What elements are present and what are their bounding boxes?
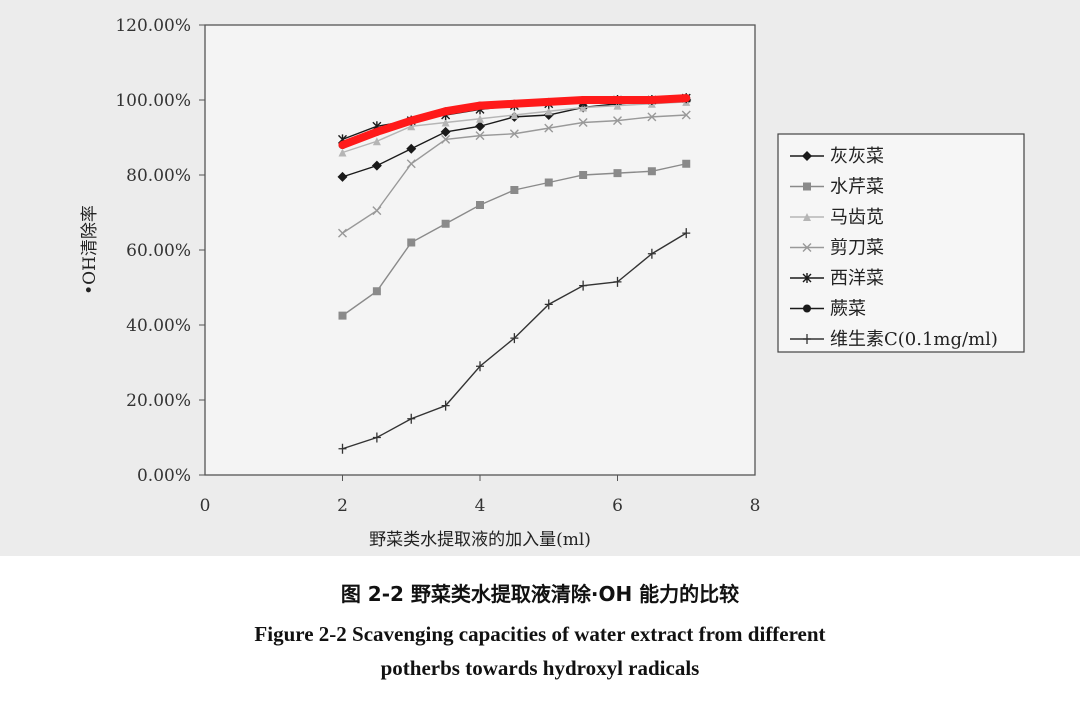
legend-label: 剪刀菜 [830, 238, 884, 259]
legend-label: 水芹菜 [830, 177, 884, 198]
y-tick-label: 0.00% [137, 466, 191, 486]
series-2-point [476, 201, 484, 209]
legend-item: 灰灰菜 [790, 146, 884, 167]
series-7-point [544, 299, 553, 310]
series-3-point [407, 122, 416, 131]
series-4-point [372, 206, 382, 216]
series-4-point [613, 116, 622, 126]
legend-item: 蕨菜 [790, 299, 866, 320]
series-4-point [338, 228, 347, 238]
legend-item: 剪刀菜 [790, 238, 884, 259]
series-1-point [475, 121, 485, 132]
figure-caption: 图 2-2 野菜类水提取液清除·OH 能力的比较 Figure 2-2 Scav… [0, 578, 1080, 685]
caption-english-line1: Figure 2-2 Scavenging capacities of wate… [254, 622, 826, 646]
legend-label: 西洋菜 [830, 268, 884, 289]
series-3-point [544, 107, 553, 116]
series-3-point [372, 137, 381, 146]
series-3-point [510, 111, 519, 119]
series-7-point [682, 228, 691, 239]
legend-marker [803, 334, 811, 344]
legend-item: 西洋菜 [790, 268, 884, 289]
x-tick-label: 2 [337, 496, 348, 516]
series-4-point [647, 112, 657, 122]
legend-item: 维生素C(0.1mg/ml) [790, 329, 998, 350]
legend-box [777, 133, 1025, 353]
series-4-point [544, 123, 554, 133]
series-7-point [579, 280, 588, 291]
legend-marker [802, 273, 812, 283]
x-tick-label: 8 [750, 496, 761, 516]
series-2-point [613, 169, 622, 178]
x-axis-title: 野菜类水提取液的加入量(ml) [369, 530, 591, 550]
legend-marker [802, 243, 812, 252]
series-2-point [338, 311, 347, 320]
legend-label: 蕨菜 [830, 299, 866, 320]
series-3 [338, 97, 691, 157]
series-7-point [441, 400, 450, 411]
series-2-point [544, 178, 553, 187]
series-7-point [647, 248, 656, 259]
series-7 [338, 228, 691, 454]
legend-marker [803, 213, 811, 221]
series-3-point [441, 118, 450, 127]
red-highlight-stroke [338, 94, 691, 149]
y-tick-label: 60.00% [126, 241, 191, 261]
x-tick-label: 4 [475, 496, 486, 516]
series-7-point [372, 432, 381, 443]
series-2 [338, 159, 691, 320]
series-2-point [579, 171, 588, 179]
series-7-point [338, 443, 347, 454]
x-tick-label: 0 [200, 496, 211, 516]
oh-scavenging-chart: 0.00% 20.00% 40.00% 60.00% 80.00% 100.00% 120.… [80, 16, 1025, 550]
series-2-point [372, 287, 381, 296]
series-4 [338, 110, 691, 238]
series-1-point [371, 160, 382, 171]
legend-marker [802, 151, 812, 161]
y-tick-label: 40.00% [126, 316, 191, 336]
series-7-point [613, 276, 622, 287]
series-3-point [613, 101, 622, 110]
plot-area [204, 24, 756, 476]
series-3-point [476, 114, 484, 123]
legend-label: 维生素C(0.1mg/ml) [830, 329, 998, 350]
series-2-point [510, 186, 519, 194]
series-2-point [407, 238, 416, 247]
series-7-point [407, 413, 416, 424]
series-1-point [337, 171, 348, 182]
series-2-point [647, 167, 656, 176]
y-tick-label: 20.00% [126, 391, 191, 411]
series-7-point [510, 333, 519, 344]
legend-item: 马齿苋 [790, 207, 884, 228]
y-tick-label: 80.00% [126, 166, 191, 186]
series-1-point [406, 143, 417, 154]
series-4-point [578, 118, 588, 127]
series-4-point [441, 134, 451, 144]
series-3-point [579, 103, 588, 112]
legend-label: 马齿苋 [830, 207, 884, 228]
legend-marker [803, 304, 811, 313]
y-tick-label: 100.00% [115, 91, 191, 111]
legend-label: 灰灰菜 [830, 146, 884, 167]
caption-chinese: 图 2-2 野菜类水提取液清除·OH 能力的比较 [340, 582, 740, 606]
series-7-point [476, 361, 484, 372]
series-4-point [406, 159, 416, 169]
x-tick-label: 6 [612, 496, 623, 516]
series-4-point [681, 110, 691, 120]
series-4-point [475, 131, 485, 141]
series-2-point [682, 159, 691, 168]
legend-item: 水芹菜 [790, 177, 884, 198]
series-1-point [440, 126, 451, 137]
series-2-point [441, 219, 450, 228]
caption-english-line2: potherbs towards hydroxyl radicals [380, 656, 700, 680]
y-tick-label: 120.00% [115, 16, 191, 36]
legend-marker [803, 182, 811, 191]
series-3-point [338, 148, 347, 157]
series-4-point [509, 129, 519, 139]
y-axis-title: •OH清除率 [80, 205, 100, 295]
